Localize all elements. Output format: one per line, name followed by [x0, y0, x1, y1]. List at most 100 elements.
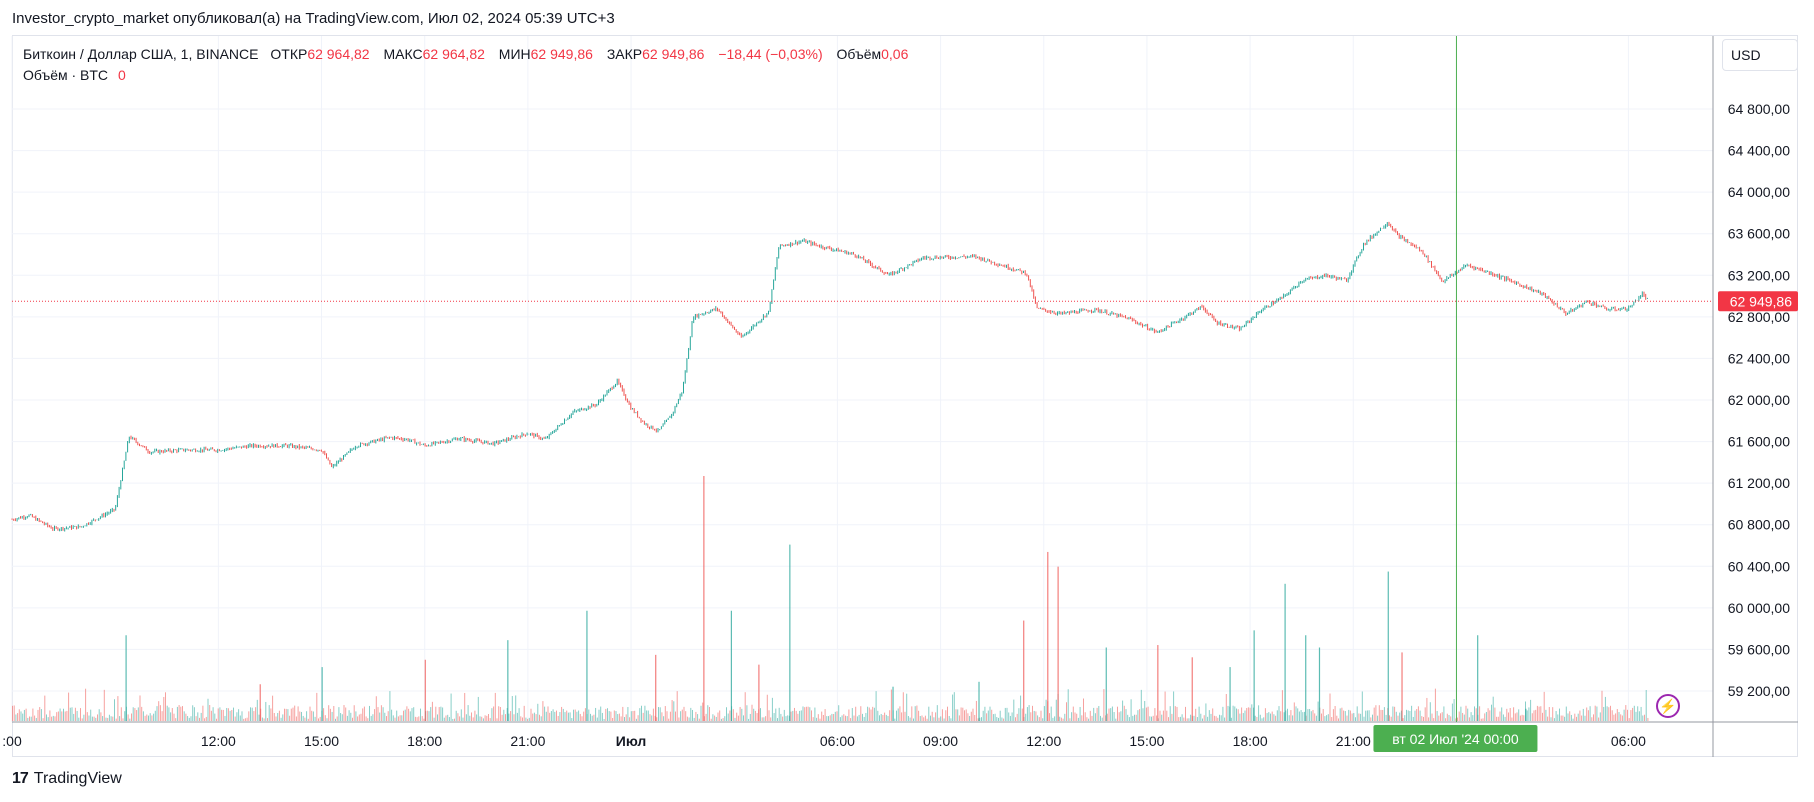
volume-bar — [1569, 711, 1571, 721]
volume-bar — [702, 702, 704, 721]
volume-bar — [163, 696, 165, 721]
volume-bar — [294, 705, 296, 721]
volume-bar — [1198, 706, 1200, 721]
volume-bar — [770, 717, 772, 721]
volume-bar — [32, 708, 34, 721]
volume-bar — [1399, 712, 1401, 721]
volume-bar — [1457, 717, 1458, 721]
volume-bar — [1127, 714, 1129, 721]
volume-bar — [1353, 713, 1355, 721]
volume-bar — [474, 710, 476, 721]
volume-bar — [1077, 717, 1079, 721]
volume-bar — [341, 714, 343, 721]
volume-bar — [1576, 716, 1577, 721]
volume-bar — [1108, 708, 1110, 721]
volume-bar — [1290, 710, 1292, 721]
volume-bar — [1630, 710, 1632, 721]
volume-bar — [1144, 700, 1146, 721]
volume-bar — [353, 705, 355, 721]
volume-bar — [1412, 716, 1414, 721]
volume-bar — [1215, 716, 1217, 721]
volume-bar — [217, 708, 219, 721]
volume-bar — [513, 714, 515, 721]
volume-bar — [1565, 706, 1567, 721]
volume-bar — [408, 708, 410, 721]
volume-bar — [610, 711, 612, 721]
volume-bar — [608, 711, 610, 721]
volume-bar — [571, 718, 573, 721]
currency-button[interactable]: USD — [1722, 39, 1798, 71]
volume-bar — [331, 711, 333, 721]
volume-bar — [1351, 713, 1353, 721]
volume-bar — [756, 713, 758, 721]
volume-bar — [124, 711, 126, 721]
volume-bar — [1281, 690, 1283, 721]
volume-bar — [530, 708, 532, 721]
volume-bar — [1079, 706, 1081, 721]
volume-bar — [581, 716, 583, 721]
volume-bar — [634, 710, 636, 721]
volume-bar — [141, 706, 143, 721]
volume-bar — [528, 717, 530, 721]
volume-bar — [1368, 710, 1370, 721]
volume-bar — [462, 717, 464, 721]
volume-bar — [1587, 710, 1589, 721]
volume-bar — [103, 689, 105, 721]
volume-bar — [1462, 712, 1464, 721]
volume-bar — [115, 718, 117, 721]
volume-bar — [1327, 714, 1329, 721]
volume-bar — [579, 713, 581, 721]
volume-bar — [658, 707, 659, 721]
volume-bar — [1285, 710, 1287, 721]
volume-bar — [1553, 718, 1555, 721]
volume-bar — [127, 714, 129, 721]
volume-bar — [525, 717, 527, 721]
volume-bar — [741, 708, 743, 721]
volume-bar — [766, 694, 768, 721]
volume-bar — [66, 710, 68, 721]
volume-bar — [1055, 699, 1057, 721]
volume-bar — [1644, 714, 1645, 721]
volume-bar — [516, 712, 518, 721]
volume-bar — [1132, 715, 1134, 721]
volume-bar — [943, 718, 945, 721]
volume-bar — [768, 710, 770, 721]
symbol-label[interactable]: Биткоин / Доллар США, 1, BINANCE — [23, 46, 259, 62]
volume-bar — [1344, 711, 1346, 721]
volume-bar — [936, 705, 938, 721]
volume-bar — [311, 710, 313, 721]
volume-bar — [1349, 710, 1351, 721]
volume-series-label[interactable]: Объём · BTC — [23, 67, 109, 83]
volume-bar — [593, 714, 595, 721]
volume-bar — [340, 713, 342, 721]
volume-bar — [255, 707, 257, 721]
volume-bar — [161, 711, 163, 721]
volume-bar — [919, 716, 921, 721]
volume-bar — [1304, 711, 1305, 721]
volume-bar — [692, 709, 693, 721]
volume-bar — [256, 699, 258, 721]
volume-bar — [1572, 718, 1574, 721]
volume-bar — [1647, 717, 1649, 721]
volume-bar — [1596, 706, 1598, 721]
volume-bar — [1577, 713, 1579, 721]
volume-bar — [909, 717, 911, 721]
volume-bar — [299, 711, 301, 721]
volume-bar — [1263, 717, 1265, 721]
volume-bar — [1627, 709, 1628, 721]
volume-bar — [494, 692, 496, 721]
volume-bar — [605, 708, 607, 721]
volume-bar — [1436, 710, 1438, 721]
crosshair-date-label: вт 02 Июл '24 00:00 — [1392, 731, 1519, 747]
volume-bar — [1528, 707, 1530, 721]
volume-bar — [841, 715, 843, 721]
volume-bar — [314, 716, 316, 721]
volume-bar — [914, 706, 916, 721]
volume-bar — [918, 710, 920, 721]
lightning-icon[interactable]: ⚡ — [1656, 694, 1680, 718]
volume-bar — [64, 711, 66, 721]
volume-bar — [175, 718, 177, 721]
volume-bar — [1361, 691, 1363, 721]
volume-bar — [879, 715, 880, 721]
